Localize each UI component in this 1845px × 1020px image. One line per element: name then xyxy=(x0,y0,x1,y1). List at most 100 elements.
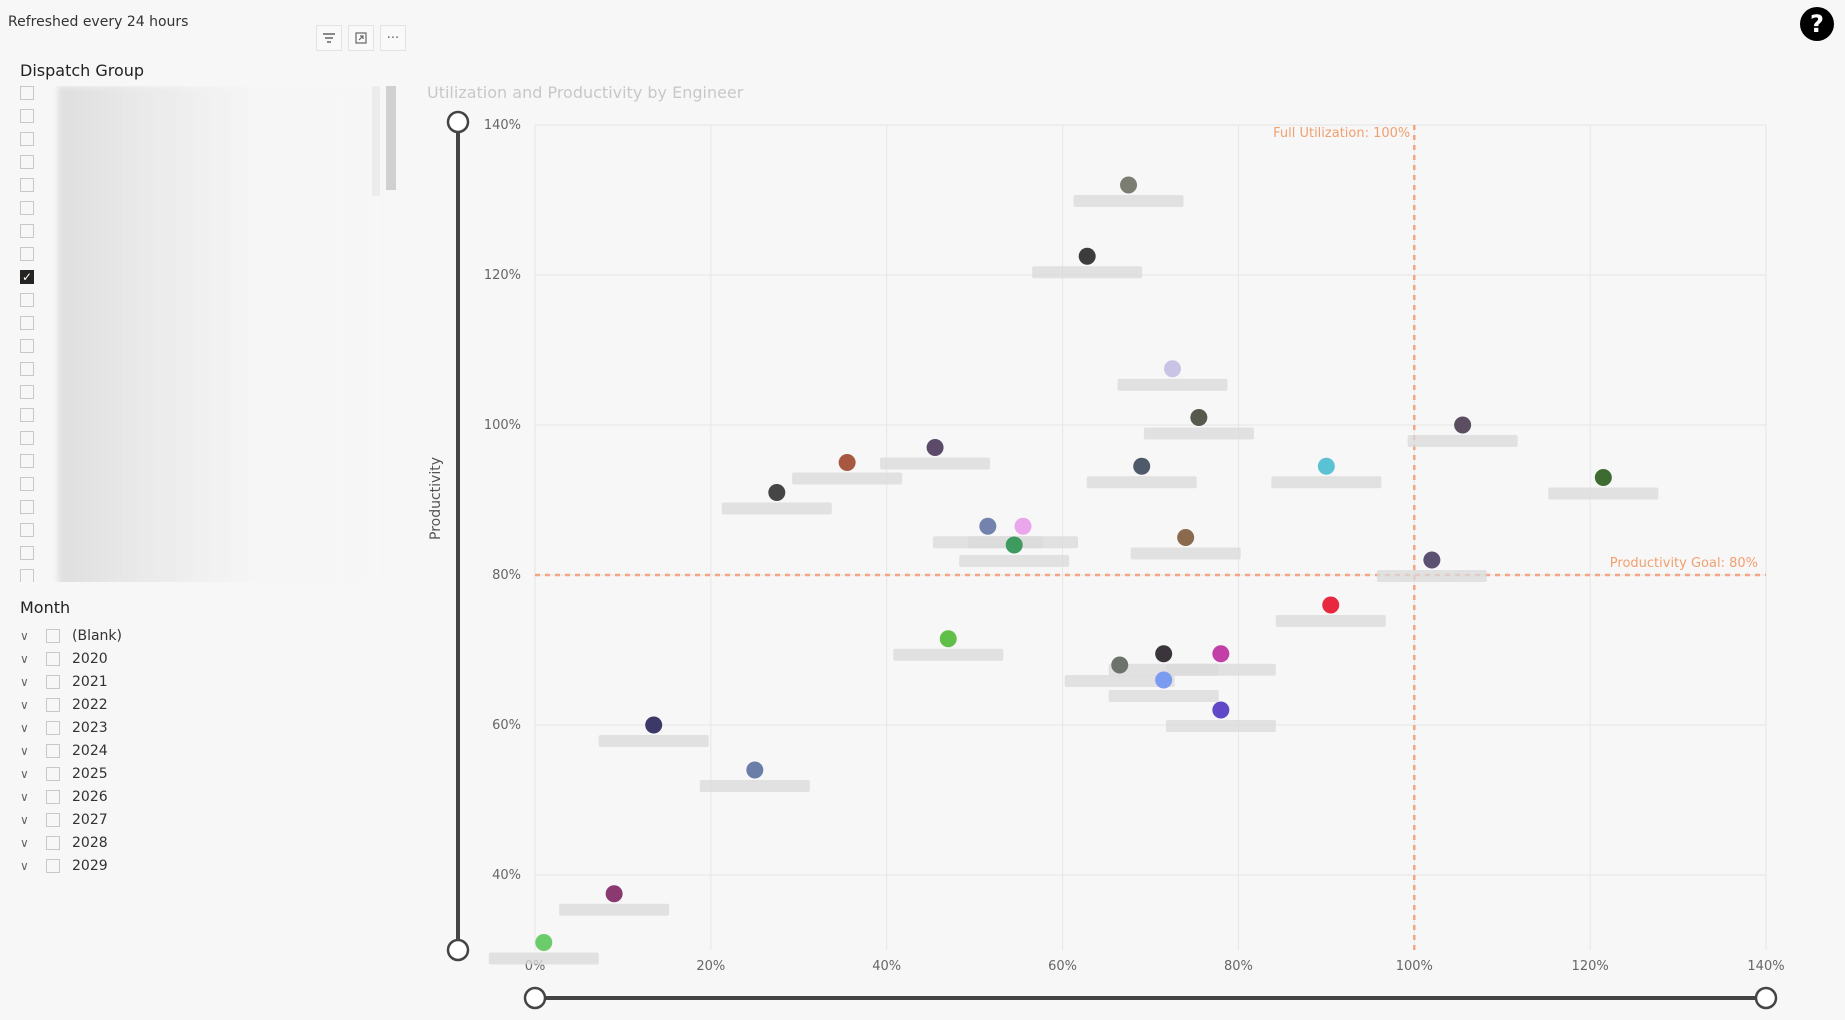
checkbox[interactable] xyxy=(20,155,34,169)
month-item[interactable]: ∨ 2028 xyxy=(18,831,378,854)
data-point[interactable] xyxy=(1111,656,1129,674)
month-item[interactable]: ∨ 2022 xyxy=(18,693,378,716)
checkbox[interactable] xyxy=(20,546,34,560)
checkbox[interactable] xyxy=(46,697,60,712)
chevron-down-icon[interactable]: ∨ xyxy=(20,674,29,689)
dispatch-group-item[interactable] xyxy=(20,316,36,332)
chevron-down-icon[interactable]: ∨ xyxy=(20,720,29,735)
checkbox[interactable] xyxy=(20,293,34,307)
data-point[interactable] xyxy=(768,484,786,501)
dispatch-group-item[interactable] xyxy=(20,247,36,263)
checkbox[interactable] xyxy=(20,362,34,376)
checkbox[interactable] xyxy=(20,86,34,100)
checkbox[interactable] xyxy=(46,628,60,643)
data-point[interactable] xyxy=(926,439,944,456)
data-point[interactable] xyxy=(645,716,663,734)
dispatch-group-item[interactable] xyxy=(20,178,36,194)
y-range-handle-bottom[interactable] xyxy=(446,938,470,962)
data-point[interactable] xyxy=(1423,551,1441,569)
checkbox[interactable] xyxy=(20,477,34,491)
checkbox[interactable]: ✓ xyxy=(20,270,34,284)
checkbox[interactable] xyxy=(46,743,60,758)
data-point[interactable] xyxy=(1594,469,1612,486)
data-point[interactable] xyxy=(1212,645,1230,663)
month-item[interactable]: ∨ 2020 xyxy=(18,647,378,670)
checkbox[interactable] xyxy=(20,569,34,582)
data-point[interactable] xyxy=(746,761,764,779)
month-item[interactable]: ∨ 2023 xyxy=(18,716,378,739)
data-point[interactable] xyxy=(1454,416,1472,434)
dispatch-group-item[interactable] xyxy=(20,362,36,378)
chevron-down-icon[interactable]: ∨ xyxy=(20,812,29,827)
data-point[interactable] xyxy=(1078,247,1096,265)
checkbox[interactable] xyxy=(20,178,34,192)
month-item[interactable]: ∨ 2025 xyxy=(18,762,378,785)
chevron-down-icon[interactable]: ∨ xyxy=(20,697,29,712)
month-item[interactable]: ∨ (Blank) xyxy=(18,624,378,647)
data-point[interactable] xyxy=(939,630,957,648)
checkbox[interactable] xyxy=(20,109,34,123)
dispatch-group-item[interactable] xyxy=(20,523,36,539)
dispatch-group-item[interactable] xyxy=(20,155,36,171)
chevron-down-icon[interactable]: ∨ xyxy=(20,835,29,850)
data-point[interactable] xyxy=(1005,536,1023,554)
checkbox[interactable] xyxy=(20,431,34,445)
dispatch-group-item[interactable] xyxy=(20,569,36,582)
focus-mode-icon[interactable] xyxy=(348,25,374,51)
data-point[interactable] xyxy=(535,934,553,951)
dispatch-group-item[interactable] xyxy=(20,109,36,125)
checkbox[interactable] xyxy=(20,316,34,330)
dispatch-group-item[interactable] xyxy=(20,132,36,148)
dispatch-group-item[interactable] xyxy=(20,201,36,217)
data-point[interactable] xyxy=(1155,645,1173,663)
dispatch-group-item[interactable] xyxy=(20,431,36,447)
data-point[interactable] xyxy=(1155,671,1173,689)
month-item[interactable]: ∨ 2024 xyxy=(18,739,378,762)
dispatch-group-item[interactable] xyxy=(20,477,36,493)
month-item[interactable]: ∨ 2026 xyxy=(18,785,378,808)
y-range-handle-top[interactable] xyxy=(446,110,470,134)
month-item[interactable]: ∨ 2029 xyxy=(18,854,378,877)
checkbox[interactable] xyxy=(46,766,60,781)
data-point[interactable] xyxy=(1317,457,1335,475)
dispatch-group-item[interactable] xyxy=(20,408,36,424)
checkbox[interactable] xyxy=(20,132,34,146)
data-point[interactable] xyxy=(1120,176,1138,194)
scrollbar-thumb[interactable] xyxy=(386,86,396,190)
checkbox[interactable] xyxy=(20,247,34,261)
month-item[interactable]: ∨ 2027 xyxy=(18,808,378,831)
chevron-down-icon[interactable]: ∨ xyxy=(20,766,29,781)
dispatch-group-item[interactable] xyxy=(20,546,36,562)
data-point[interactable] xyxy=(1014,517,1032,535)
dispatch-group-item[interactable] xyxy=(20,339,36,355)
checkbox[interactable] xyxy=(20,500,34,514)
chevron-down-icon[interactable]: ∨ xyxy=(20,789,29,804)
data-point[interactable] xyxy=(1190,409,1208,426)
checkbox[interactable] xyxy=(46,812,60,827)
data-point[interactable] xyxy=(1133,457,1151,475)
checkbox[interactable] xyxy=(20,201,34,215)
data-point[interactable] xyxy=(1322,596,1340,614)
x-range-handle-left[interactable] xyxy=(523,986,547,1010)
checkbox[interactable] xyxy=(46,720,60,735)
checkbox[interactable] xyxy=(20,523,34,537)
checkbox[interactable] xyxy=(20,454,34,468)
data-point[interactable] xyxy=(838,454,856,471)
chevron-down-icon[interactable]: ∨ xyxy=(20,651,29,666)
checkbox[interactable] xyxy=(20,339,34,353)
dispatch-group-item[interactable] xyxy=(20,86,36,102)
checkbox[interactable] xyxy=(20,385,34,399)
scrollbar-track[interactable] xyxy=(372,86,380,196)
dispatch-group-item[interactable] xyxy=(20,385,36,401)
filter-icon[interactable] xyxy=(316,25,342,51)
dispatch-group-item[interactable] xyxy=(20,224,36,240)
checkbox[interactable] xyxy=(46,835,60,850)
data-point[interactable] xyxy=(1177,529,1195,546)
chevron-down-icon[interactable]: ∨ xyxy=(20,858,29,873)
help-icon[interactable]: ? xyxy=(1800,7,1834,41)
dispatch-group-item[interactable] xyxy=(20,454,36,470)
dispatch-group-item[interactable]: ✓ xyxy=(20,270,36,286)
more-options-icon[interactable]: ··· xyxy=(380,25,406,51)
data-point[interactable] xyxy=(979,517,997,535)
checkbox[interactable] xyxy=(20,224,34,238)
